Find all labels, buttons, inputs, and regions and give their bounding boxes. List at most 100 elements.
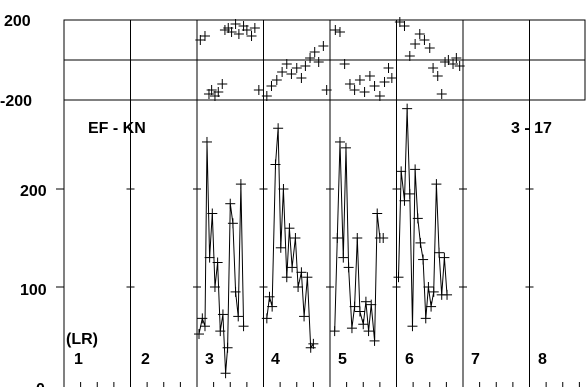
bottom-series-point	[329, 326, 340, 337]
annotation-left: EF - KN	[88, 120, 146, 137]
bottom-series-point	[235, 179, 246, 190]
bottom-series-point	[215, 326, 226, 337]
bottom-series-point	[209, 282, 220, 292]
bottom-series-point	[410, 164, 421, 175]
top-scatter-point	[206, 85, 217, 95]
column-labels: 1 2 3 4 5 6 7 8	[74, 351, 547, 368]
bottom-line-series	[193, 103, 453, 379]
bottom-series-point	[207, 208, 218, 219]
top-panel: 200 -200	[0, 13, 586, 110]
top-scatter-point	[261, 91, 272, 101]
top-scatter-point	[230, 19, 241, 29]
bottom-series-point	[230, 286, 241, 297]
bottom-series-point	[287, 262, 298, 273]
bottom-series-point	[369, 335, 380, 346]
column-label-2: 2	[141, 351, 150, 368]
bottom-series-point	[222, 342, 233, 353]
bottom-series-point	[402, 103, 413, 114]
bottom-series-point	[399, 195, 410, 206]
bottom-series-point	[426, 301, 437, 312]
top-column-dividers	[130, 20, 530, 100]
top-scatter-point	[432, 71, 443, 81]
bottom-series-point	[418, 254, 429, 265]
column-label-7: 7	[471, 351, 480, 368]
bottom-series-point	[332, 233, 343, 243]
top-scatter-point	[359, 87, 370, 97]
bottom-series-point	[233, 311, 244, 322]
top-scatter-point	[414, 29, 425, 39]
top-scatter-point	[195, 35, 206, 45]
top-scatter-point	[404, 51, 415, 61]
column-label-6: 6	[405, 351, 414, 368]
top-scatter-point	[349, 85, 360, 95]
top-scatter-point	[233, 29, 244, 39]
column-label-5: 5	[338, 351, 347, 368]
top-scatter-point	[369, 81, 380, 91]
bottom-series-point	[431, 179, 442, 190]
bottom-series-point	[212, 257, 223, 268]
bottom-series-line-col-4	[266, 128, 314, 350]
top-scatter-point	[354, 75, 365, 85]
bottom-series-point	[352, 233, 363, 243]
top-scatter-point	[203, 89, 214, 99]
bottom-series-point	[372, 208, 383, 219]
bottom-series-point	[296, 267, 307, 278]
bottom-series-point	[281, 272, 292, 283]
column-label-4: 4	[271, 351, 280, 368]
bottom-series-point	[238, 321, 249, 332]
bottom-series-point	[338, 252, 349, 263]
bottom-series-point	[290, 233, 301, 243]
bottom-series-point	[299, 311, 310, 322]
top-scatter-point	[321, 85, 332, 95]
bottom-column-dividers	[130, 100, 530, 387]
top-scatter-point	[296, 73, 307, 83]
top-scatter-point	[330, 25, 341, 35]
bottom-series-point	[270, 159, 281, 170]
top-scatter-point	[226, 27, 237, 37]
top-scatter-point	[451, 53, 462, 63]
bottom-series-point	[346, 323, 357, 334]
bottom-series-point	[193, 329, 204, 340]
bottom-series-point	[278, 184, 289, 194]
bottom-series-point	[273, 123, 284, 134]
top-scatter-point	[419, 35, 430, 45]
top-scatter-point	[271, 75, 282, 85]
top-scatter-point	[305, 53, 316, 63]
top-scatter-point	[383, 63, 394, 73]
bottom-series-point	[225, 198, 236, 209]
bottom-series-point	[302, 272, 313, 283]
top-scatter-points	[195, 17, 465, 101]
bottom-series-point	[305, 342, 316, 353]
bottom-series-point	[420, 313, 431, 324]
top-scatter-point	[399, 21, 410, 31]
bottom-series-point	[354, 306, 365, 317]
bottom-series-point	[197, 313, 208, 324]
top-scatter-point	[277, 67, 288, 77]
top-scatter-point	[246, 31, 257, 41]
annotation-right: 3 - 17	[511, 120, 552, 137]
top-y-tick-label-200: 200	[4, 13, 31, 30]
bottom-series-point	[396, 166, 407, 177]
bottom-series-point	[201, 136, 212, 147]
bottom-series-line-col-6	[398, 108, 448, 327]
top-scatter-point	[313, 57, 324, 67]
bottom-series-point	[442, 289, 453, 300]
top-scatter-point	[410, 39, 421, 49]
top-scatter-point	[241, 25, 252, 35]
column-label-3: 3	[205, 351, 214, 368]
bottom-series-point	[415, 237, 426, 248]
top-scatter-point	[318, 41, 329, 51]
top-scatter-point	[309, 47, 320, 57]
top-scatter-point	[374, 91, 385, 101]
top-scatter-point	[454, 61, 465, 71]
column-label-8: 8	[538, 351, 547, 368]
column-label-1: 1	[74, 351, 83, 368]
bottom-series-point	[366, 299, 377, 310]
top-scatter-point	[436, 89, 447, 99]
bottom-series-point	[358, 319, 369, 330]
bottom-series-point	[267, 301, 278, 312]
bottom-series-point	[199, 321, 210, 332]
bottom-series-point	[343, 262, 354, 273]
top-scatter-point	[300, 61, 311, 71]
